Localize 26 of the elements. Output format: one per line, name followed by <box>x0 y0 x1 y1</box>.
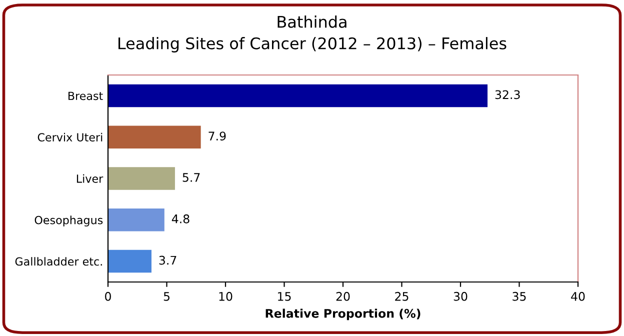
data-label: 4.8 <box>172 214 190 224</box>
x-tick-label: 30 <box>454 292 468 301</box>
y-tick-label: Breast <box>68 92 103 100</box>
bar <box>108 126 201 148</box>
data-label: 32.3 <box>495 90 520 100</box>
bar <box>108 250 152 273</box>
y-tick-label: Cervix Uteri <box>38 132 102 142</box>
x-tick-label: 15 <box>278 292 291 301</box>
x-tick-label: 0 <box>105 292 111 301</box>
x-tick-label: 20 <box>336 292 350 301</box>
x-tick-label: 40 <box>571 292 585 301</box>
bar <box>108 84 488 108</box>
data-label: 5.7 <box>182 173 200 182</box>
y-tick-label: Oesophagus <box>34 216 103 226</box>
bar <box>108 167 175 190</box>
x-tick-label: 5 <box>164 292 170 301</box>
x-axis-title: Relative Proportion (%) <box>266 308 420 320</box>
x-tick-label: 10 <box>219 292 232 301</box>
x-tick-label: 35 <box>512 292 526 301</box>
chart-title: Bathinda Leading Sites of Cancer (2012 – 2013) – Females <box>118 16 506 52</box>
data-label: 3.7 <box>159 256 176 265</box>
data-label: 7.9 <box>208 132 226 141</box>
x-tick-label: 25 <box>395 292 408 301</box>
y-tick-label: Liver <box>76 174 104 183</box>
bar <box>108 208 164 232</box>
y-tick-label: Gallbladder etc. <box>15 257 102 266</box>
